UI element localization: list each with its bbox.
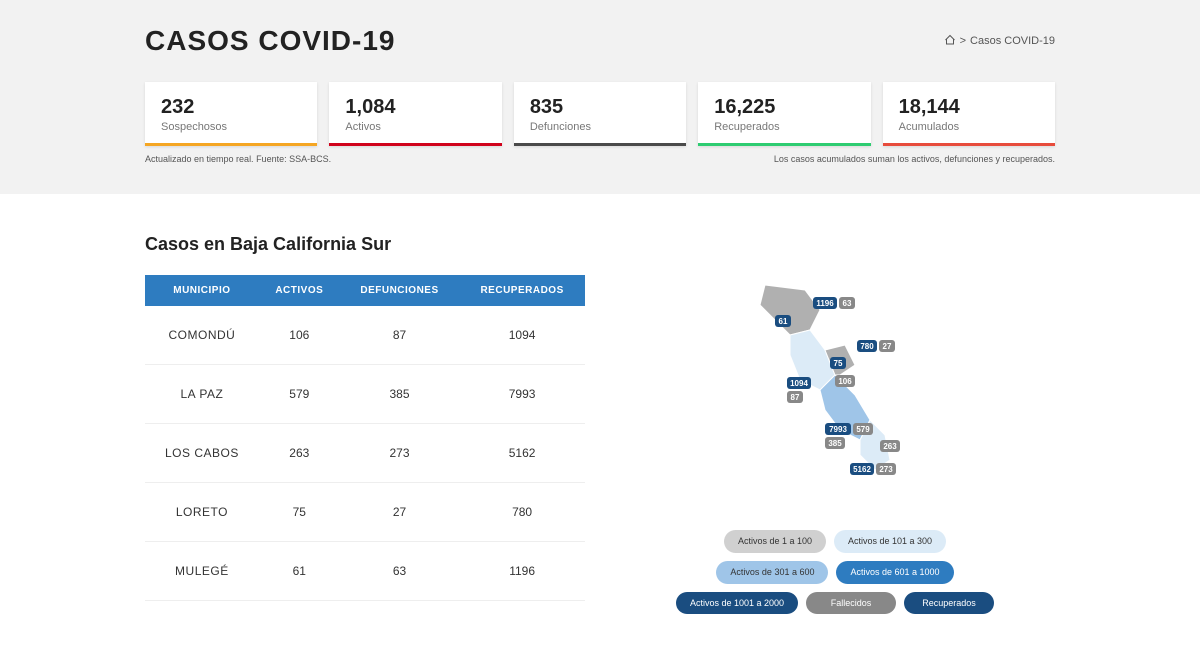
municipios-table: MUNICIPIO ACTIVOS DEFUNCIONES RECUPERADO…	[145, 275, 585, 614]
table-row: MULEGÉ 61 63 1196	[145, 542, 585, 601]
legend-1-100[interactable]: Activos de 1 a 100	[724, 530, 826, 553]
badge-comondu-rec: 1094	[790, 379, 808, 388]
region-mulege[interactable]	[760, 285, 820, 335]
cell-recuperados: 780	[459, 483, 585, 542]
cell-recuperados: 5162	[459, 424, 585, 483]
stat-defunciones: 835 Defunciones	[514, 82, 686, 146]
legend-601-1000[interactable]: Activos de 601 a 1000	[836, 561, 953, 584]
legend-301-600[interactable]: Activos de 301 a 600	[716, 561, 828, 584]
note-left: Actualizado en tiempo real. Fuente: SSA-…	[145, 154, 331, 164]
cell-recuperados: 7993	[459, 365, 585, 424]
map-legend: Activos de 1 a 100 Activos de 101 a 300 …	[675, 530, 995, 614]
legend-101-300[interactable]: Activos de 101 a 300	[834, 530, 946, 553]
stat-label: Defunciones	[530, 121, 670, 133]
stat-value: 835	[530, 96, 670, 119]
cell-activos: 61	[259, 542, 340, 601]
cell-defunciones: 273	[340, 424, 459, 483]
cell-activos: 106	[259, 306, 340, 365]
table-row: LORETO 75 27 780	[145, 483, 585, 542]
stat-label: Activos	[345, 121, 485, 133]
cell-defunciones: 63	[340, 542, 459, 601]
table-row: LA PAZ 579 385 7993	[145, 365, 585, 424]
cell-municipio: MULEGÉ	[145, 542, 259, 601]
map-panel: 1196 63 61 780 27 75 1094 106 87	[615, 275, 1055, 614]
note-right: Los casos acumulados suman los activos, …	[774, 154, 1055, 164]
notes-row: Actualizado en tiempo real. Fuente: SSA-…	[145, 154, 1055, 164]
table-row: COMONDÚ 106 87 1094	[145, 306, 585, 365]
badge-mulege-def: 63	[843, 299, 852, 308]
stat-value: 16,225	[714, 96, 854, 119]
badge-comondu-act: 106	[838, 377, 852, 386]
cell-activos: 263	[259, 424, 340, 483]
cell-recuperados: 1094	[459, 306, 585, 365]
badge-lapaz-def: 385	[828, 439, 842, 448]
stat-label: Acumulados	[899, 121, 1039, 133]
cell-activos: 75	[259, 483, 340, 542]
cell-defunciones: 27	[340, 483, 459, 542]
th-recuperados: RECUPERADOS	[459, 275, 585, 306]
cell-recuperados: 1196	[459, 542, 585, 601]
badge-loscabos-rec: 5162	[853, 465, 871, 474]
badge-lapaz-act: 579	[856, 425, 870, 434]
badge-loreto-act: 75	[834, 359, 843, 368]
th-defunciones: DEFUNCIONES	[340, 275, 459, 306]
breadcrumb-current: Casos COVID-19	[970, 35, 1055, 47]
badge-mulege-act: 61	[779, 317, 788, 326]
table-header-row: MUNICIPIO ACTIVOS DEFUNCIONES RECUPERADO…	[145, 275, 585, 306]
badge-lapaz-rec: 7993	[829, 425, 847, 434]
breadcrumb-sep: >	[960, 35, 966, 47]
stat-recuperados: 16,225 Recuperados	[698, 82, 870, 146]
badge-comondu-def: 87	[791, 393, 800, 402]
stat-value: 232	[161, 96, 301, 119]
stat-activos: 1,084 Activos	[329, 82, 501, 146]
th-activos: ACTIVOS	[259, 275, 340, 306]
cell-municipio: LA PAZ	[145, 365, 259, 424]
cell-defunciones: 87	[340, 306, 459, 365]
stat-sospechosos: 232 Sospechosos	[145, 82, 317, 146]
table-row: LOS CABOS 263 273 5162	[145, 424, 585, 483]
bcs-map: 1196 63 61 780 27 75 1094 106 87	[705, 275, 965, 515]
stat-acumulados: 18,144 Acumulados	[883, 82, 1055, 146]
stat-value: 1,084	[345, 96, 485, 119]
badge-loscabos-act: 263	[883, 442, 897, 451]
stat-label: Sospechosos	[161, 121, 301, 133]
breadcrumb: > Casos COVID-19	[944, 34, 1055, 49]
page-title: CASOS COVID-19	[145, 25, 396, 57]
home-icon[interactable]	[944, 34, 956, 49]
legend-1001-2000[interactable]: Activos de 1001 a 2000	[676, 592, 798, 615]
badge-loreto-rec: 780	[860, 342, 874, 351]
badge-loreto-def: 27	[883, 342, 892, 351]
badge-loscabos-def: 273	[879, 465, 893, 474]
cell-activos: 579	[259, 365, 340, 424]
cell-municipio: COMONDÚ	[145, 306, 259, 365]
stat-value: 18,144	[899, 96, 1039, 119]
stats-row: 232 Sospechosos 1,084 Activos 835 Defunc…	[145, 82, 1055, 146]
section-title: Casos en Baja California Sur	[145, 234, 1055, 255]
stat-label: Recuperados	[714, 121, 854, 133]
th-municipio: MUNICIPIO	[145, 275, 259, 306]
cell-municipio: LOS CABOS	[145, 424, 259, 483]
cell-defunciones: 385	[340, 365, 459, 424]
badge-mulege-rec: 1196	[816, 299, 834, 308]
legend-fallecidos[interactable]: Fallecidos	[806, 592, 896, 615]
legend-recuperados[interactable]: Recuperados	[904, 592, 994, 615]
cell-municipio: LORETO	[145, 483, 259, 542]
